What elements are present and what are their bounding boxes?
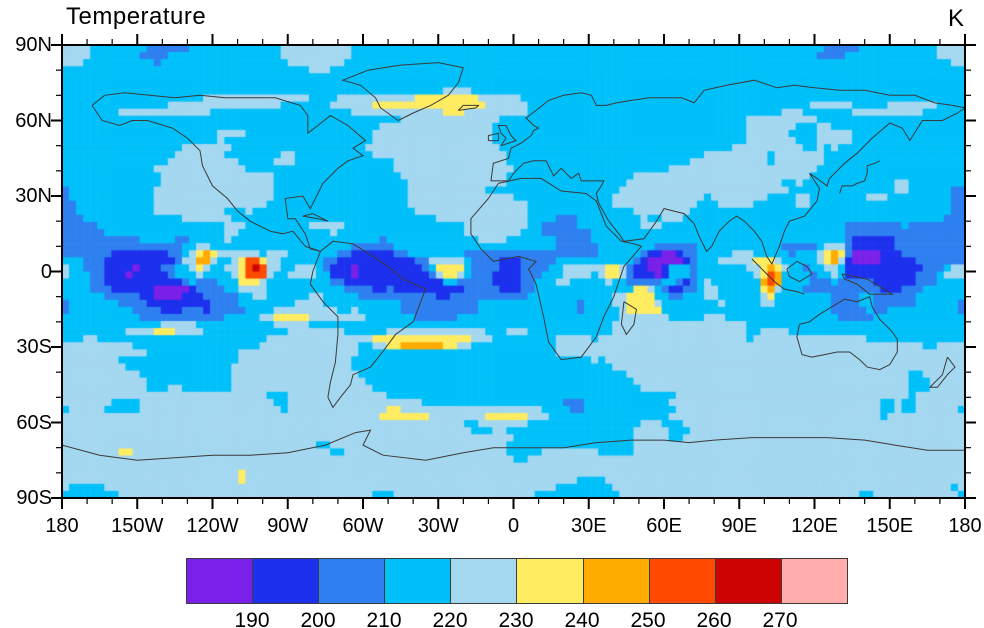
x-tick-label: 150E (866, 515, 914, 537)
colorbar-cell (318, 559, 385, 603)
coastline-path (620, 301, 637, 336)
colorbar-cell (780, 559, 847, 603)
x-tick-label: 120E (791, 515, 838, 537)
colorbar-label: 250 (630, 609, 666, 628)
x-tick-label: 180 (948, 515, 982, 537)
coastline-path (309, 240, 427, 409)
coastline-path (302, 213, 329, 222)
plot-title: Temperature (66, 3, 207, 30)
colorbar-cell (516, 559, 583, 603)
colorbar-label: 190 (234, 609, 270, 628)
y-tick-label: 90N (15, 34, 52, 56)
y-tick-label: 0 (40, 260, 52, 283)
colorbar-cell (582, 559, 649, 603)
colorbar-label: 210 (366, 609, 402, 628)
colorbar-cell (384, 559, 451, 603)
coastline-path (839, 160, 880, 194)
x-tick-label: 180 (45, 515, 79, 537)
coastline-path (487, 132, 499, 142)
coastlines (62, 62, 965, 461)
x-tick-label: 150W (111, 515, 164, 537)
colorbar-label: 260 (696, 609, 732, 628)
colorbar-label: 240 (564, 609, 600, 628)
colorbar-cell (450, 559, 517, 603)
coastline-path (341, 62, 464, 121)
y-tick-label: 60S (16, 411, 52, 434)
coastline-path (751, 258, 805, 295)
coastline-path (62, 429, 965, 461)
coastline-path (928, 356, 956, 388)
coastline-path (470, 177, 643, 361)
coastline-path (796, 296, 898, 371)
coastline-path (457, 104, 480, 111)
coastline-path (91, 92, 367, 252)
coastline-path (786, 260, 813, 283)
colorbar-label: 230 (498, 609, 534, 628)
coastline-path (497, 125, 517, 147)
x-tick-label: 0 (507, 515, 520, 537)
colorbar-cell (252, 559, 319, 603)
temperature-field-canvas (62, 45, 965, 498)
colorbar-cell (187, 559, 253, 603)
x-tick-label: 60E (646, 515, 682, 537)
colorbar-label: 220 (432, 609, 468, 628)
x-tick-label: 90W (267, 515, 309, 537)
y-tick-label: 90S (16, 487, 52, 509)
colorbar-label: 270 (762, 609, 798, 628)
x-tick-label: 90E (721, 515, 758, 537)
coastline-path (841, 273, 895, 295)
units-label: K (947, 5, 964, 32)
coastline-path (490, 79, 965, 265)
x-tick-label: 30W (417, 515, 459, 537)
y-tick-label: 60N (15, 109, 52, 132)
x-tick-label: 60W (342, 515, 384, 537)
x-tick-label: 30E (570, 515, 607, 537)
colorbar-cell (648, 559, 715, 603)
axis-ticks (51, 34, 976, 509)
y-tick-label: 30N (15, 185, 52, 207)
x-tick-label: 120W (186, 515, 239, 537)
colorbar-cell (714, 559, 781, 603)
plot-frame (61, 44, 966, 499)
colorbar (186, 558, 848, 604)
y-tick-label: 30S (16, 336, 52, 358)
colorbar-label: 200 (300, 609, 336, 628)
